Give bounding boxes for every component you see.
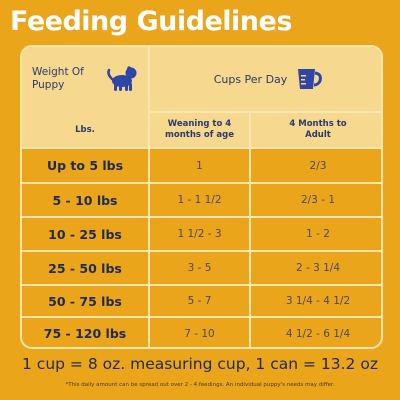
table-cell: 1 - 1 1/2 [177,194,222,206]
column-divider [249,111,251,347]
row-divider [148,111,381,113]
measurement-note: 1 cup = 8 oz. measuring cup, 1 can = 13.… [22,355,378,373]
table-cell: 7 - 10 [184,327,215,340]
feeding-table: Weight Of Puppy Cups Per Day [20,45,383,349]
col-header-adult: 4 Months to Adult [289,119,347,140]
table-row: Up to 5 lbs [46,158,124,173]
table-row: 75 - 120 lbs [43,326,127,341]
table-row: 5 - 10 lbs [52,192,118,208]
row-divider [22,250,381,252]
table-row: 25 - 50 lbs [48,260,122,276]
table-row: 10 - 25 lbs [48,226,122,242]
row-divider [22,284,381,286]
row-divider [22,216,381,218]
table-cell: 3 1/4 - 4 1/2 [285,295,351,307]
row-divider [22,182,381,184]
col-header-lbs: Lbs. [75,124,95,135]
feeding-disclaimer: *This daily amount can be spread out ove… [65,382,335,388]
cups-header-label: Cups Per Day [213,72,288,86]
table-cell: 4 1/2 - 6 1/4 [285,327,351,340]
weight-header: Weight Of Puppy [32,55,102,103]
table-cell: 2/3 [309,159,327,172]
col-header-weaning: Weaning to 4 months of age [165,119,234,140]
table-cell: 2 - 3 1/4 [295,262,341,274]
table-cell: 1 [196,159,203,172]
table-cell: 1 1/2 - 3 [177,228,222,240]
table-cell: 5 - 7 [187,295,212,307]
cups-header: Cups Per Day [152,55,381,103]
table-cell: 1 - 2 [306,228,330,240]
puppy-icon [102,61,142,95]
table-row: 50 - 75 lbs [48,293,122,309]
row-divider [22,316,381,318]
row-divider [22,147,381,149]
table-cell: 2/3 - 1 [300,194,336,206]
page-title: Feeding Guidelines [10,6,292,37]
table-header-sub [22,111,381,149]
column-divider [148,47,150,347]
table-cell: 3 - 5 [187,262,212,274]
measuring-cup-icon [295,66,323,92]
weight-header-label: Weight Of Puppy [32,66,84,91]
